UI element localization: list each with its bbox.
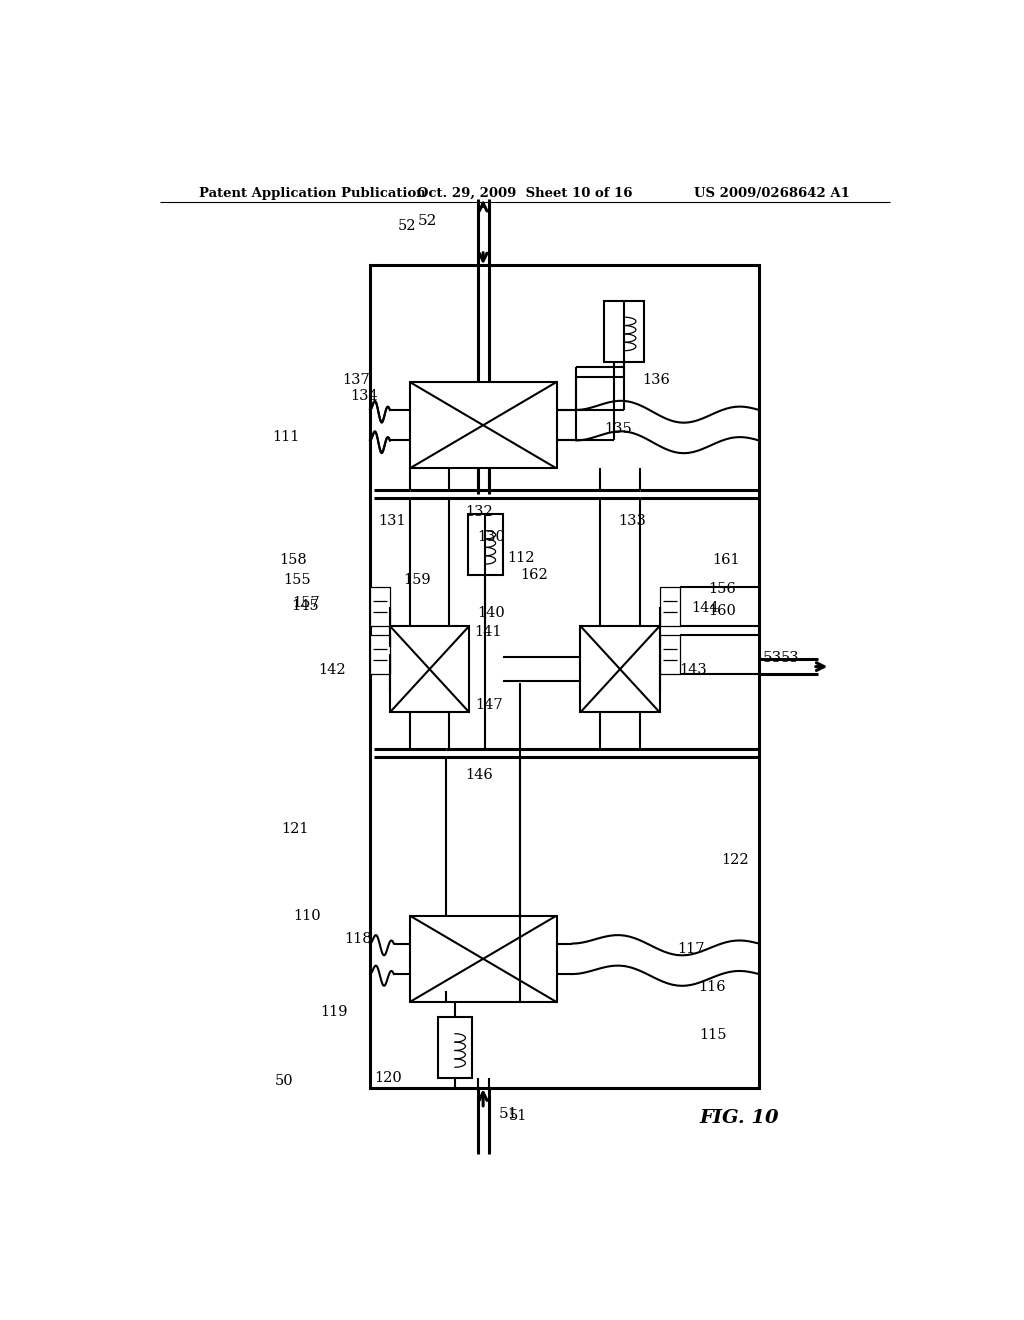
- Text: 116: 116: [697, 979, 725, 994]
- Text: 51: 51: [509, 1109, 527, 1123]
- Bar: [468, 515, 503, 576]
- Text: 132: 132: [465, 506, 493, 519]
- Text: 133: 133: [618, 515, 646, 528]
- Text: 52: 52: [397, 219, 417, 234]
- Text: 147: 147: [475, 698, 503, 713]
- Text: 140: 140: [477, 606, 505, 619]
- Text: 156: 156: [709, 582, 736, 597]
- Text: 131: 131: [378, 515, 406, 528]
- Text: 111: 111: [272, 430, 300, 444]
- Text: 134: 134: [350, 389, 378, 403]
- Bar: [659, 635, 680, 673]
- Text: 161: 161: [712, 553, 739, 566]
- Text: 117: 117: [677, 942, 705, 956]
- Text: 115: 115: [699, 1027, 727, 1041]
- Bar: [390, 626, 469, 713]
- Text: 142: 142: [318, 663, 346, 677]
- Bar: [410, 916, 557, 1002]
- Text: 53: 53: [763, 652, 782, 665]
- Text: 158: 158: [279, 553, 306, 566]
- Text: 162: 162: [520, 568, 548, 582]
- Text: 118: 118: [345, 932, 373, 946]
- Text: US 2009/0268642 A1: US 2009/0268642 A1: [694, 187, 850, 199]
- Bar: [659, 587, 680, 626]
- Bar: [370, 587, 390, 626]
- Text: 146: 146: [465, 768, 493, 783]
- Text: 137: 137: [342, 374, 370, 387]
- Text: 112: 112: [507, 550, 535, 565]
- Text: 122: 122: [722, 853, 750, 867]
- Text: 121: 121: [282, 822, 308, 837]
- Bar: [370, 265, 759, 1089]
- Text: 144: 144: [691, 601, 719, 615]
- Text: 53: 53: [780, 652, 799, 665]
- Text: 120: 120: [374, 1072, 401, 1085]
- Text: 130: 130: [477, 529, 505, 544]
- Text: 135: 135: [604, 422, 632, 436]
- Text: Oct. 29, 2009  Sheet 10 of 16: Oct. 29, 2009 Sheet 10 of 16: [417, 187, 633, 199]
- Text: 110: 110: [293, 908, 321, 923]
- Bar: [581, 626, 659, 713]
- Text: 141: 141: [474, 626, 502, 639]
- Text: 51: 51: [499, 1106, 518, 1121]
- Text: 160: 160: [709, 603, 736, 618]
- Text: 136: 136: [642, 374, 670, 387]
- Text: FIG. 10: FIG. 10: [699, 1109, 779, 1127]
- Text: 145: 145: [292, 598, 319, 612]
- Text: 119: 119: [321, 1005, 347, 1019]
- Text: 50: 50: [274, 1074, 294, 1088]
- Text: Patent Application Publication: Patent Application Publication: [200, 187, 426, 199]
- Text: 157: 157: [292, 595, 319, 610]
- Bar: [410, 381, 557, 469]
- Bar: [437, 1018, 472, 1078]
- Bar: [370, 635, 390, 673]
- Bar: [604, 301, 644, 362]
- Text: 159: 159: [403, 573, 431, 587]
- Text: 143: 143: [680, 663, 708, 677]
- Text: 155: 155: [284, 573, 311, 587]
- Text: 52: 52: [418, 214, 437, 228]
